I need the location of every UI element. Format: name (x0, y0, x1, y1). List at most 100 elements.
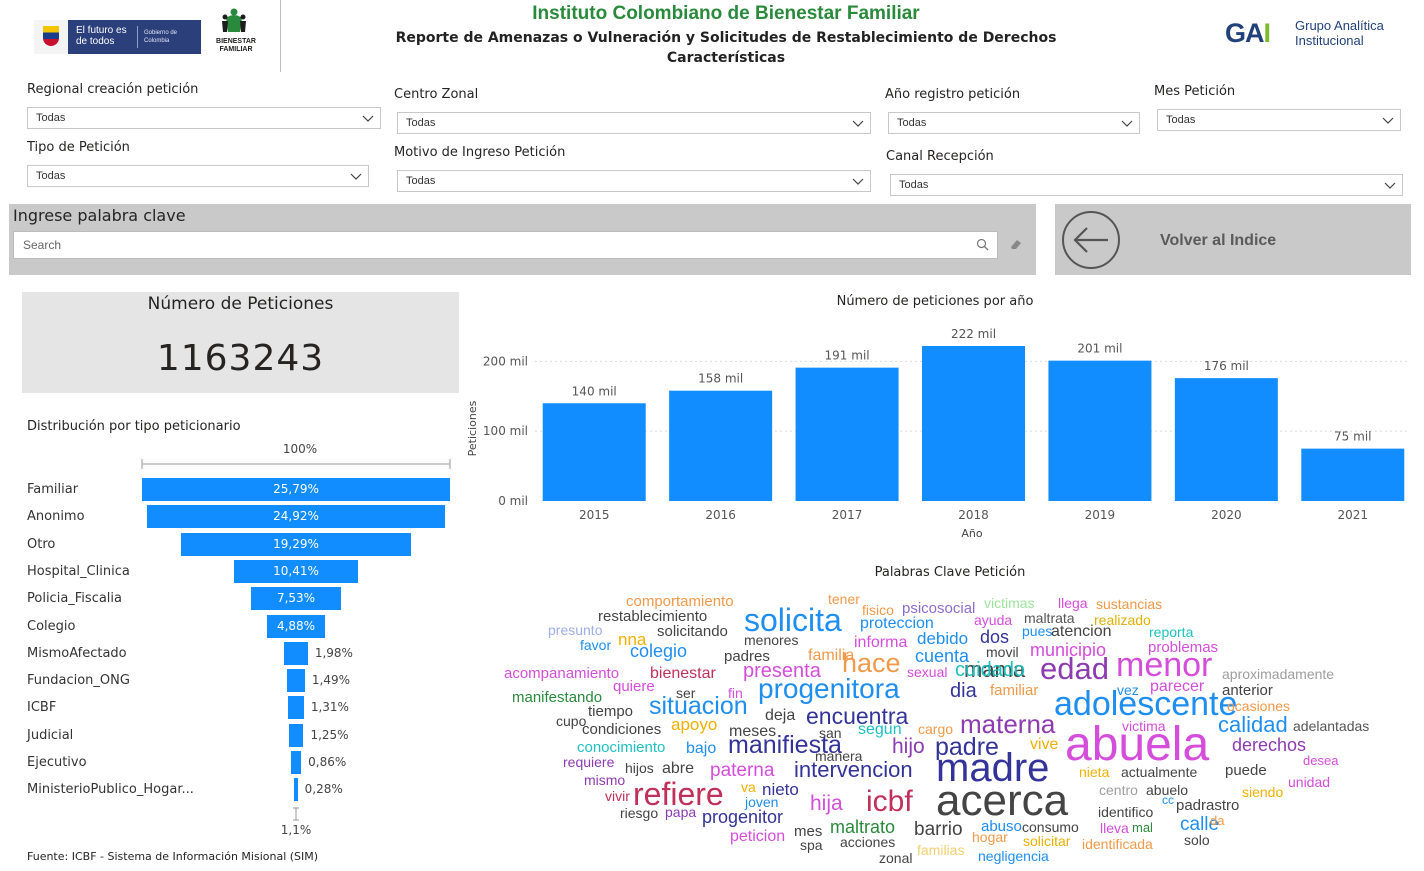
word-cloud-word[interactable]: madre (936, 746, 1050, 790)
word-cloud-word[interactable]: proteccion (860, 615, 934, 632)
mes-filter-dropdown[interactable]: Todas (1157, 109, 1401, 131)
word-cloud-word[interactable]: zonal (879, 850, 913, 866)
word-cloud-word[interactable]: san (819, 725, 842, 741)
word-cloud-word[interactable]: quiere (613, 678, 655, 695)
word-cloud-word[interactable]: deja (765, 707, 796, 724)
word-cloud-word[interactable]: fisico (862, 602, 894, 618)
word-cloud-word[interactable]: va (741, 779, 756, 795)
word-cloud-word[interactable]: progenitor (702, 807, 784, 827)
bar[interactable] (669, 390, 773, 501)
word-cloud-word[interactable]: spa (800, 837, 823, 853)
funnel-bar[interactable] (288, 723, 304, 747)
word-cloud-word[interactable]: nieto (762, 780, 799, 799)
word-cloud-word[interactable]: movil (986, 644, 1019, 660)
word-cloud-word[interactable]: bajo (686, 740, 717, 757)
word-cloud-word[interactable]: derechos (1232, 735, 1307, 755)
word-cloud-word[interactable]: acciones (840, 834, 896, 850)
word-cloud-word[interactable]: hace (842, 648, 901, 678)
word-cloud-word[interactable]: identifico (1098, 804, 1154, 820)
bar[interactable] (1048, 360, 1152, 501)
word-cloud-word[interactable]: presenta (743, 660, 821, 682)
word-cloud-word[interactable]: vivir (605, 788, 630, 804)
word-cloud-word[interactable]: atencion (1051, 623, 1112, 640)
word-cloud-word[interactable]: comportamiento (626, 593, 734, 610)
word-cloud-word[interactable]: solicita (744, 602, 842, 638)
bar[interactable] (1301, 448, 1405, 501)
back-arrow-icon[interactable] (1061, 210, 1121, 270)
word-cloud-word[interactable]: psicosocial (902, 600, 976, 617)
word-cloud-word[interactable]: ser (676, 685, 696, 701)
word-cloud-word[interactable]: peticion (730, 828, 786, 845)
word-cloud-word[interactable]: acompanamiento (504, 665, 620, 682)
canal-filter-dropdown[interactable]: Todas (890, 174, 1403, 196)
word-cloud-word[interactable]: anterior (1222, 682, 1273, 699)
bar[interactable] (542, 403, 646, 501)
word-cloud-word[interactable]: bienestar (650, 665, 716, 682)
word-cloud-word[interactable]: consumo (1022, 819, 1079, 835)
word-cloud-word[interactable]: siendo (1242, 784, 1284, 800)
word-cloud-word[interactable]: negligencia (978, 848, 1049, 864)
word-cloud-word[interactable]: dos (980, 627, 1010, 647)
tipo-filter-dropdown[interactable]: Todas (27, 165, 369, 187)
word-cloud-word[interactable]: cargo (918, 721, 954, 737)
word-cloud-word[interactable]: riesgo (620, 805, 659, 821)
word-cloud-word[interactable]: reporta (1149, 624, 1194, 640)
word-cloud-word[interactable]: condiciones (582, 721, 662, 738)
word-cloud-word[interactable]: victima (1122, 718, 1166, 734)
word-cloud-word[interactable]: calle (1180, 814, 1220, 835)
word-cloud-word[interactable]: cuenta (915, 646, 970, 666)
word-cloud-word[interactable]: progenitora (758, 673, 900, 704)
word-cloud-word[interactable]: hija (810, 792, 843, 815)
word-cloud-word[interactable]: padrastro (1176, 797, 1240, 814)
word-cloud-word[interactable]: colegio (630, 641, 688, 661)
back-to-index-label[interactable]: Volver al Indice (1160, 232, 1277, 249)
word-cloud-word[interactable]: tiempo (588, 703, 634, 720)
word-cloud-word[interactable]: maltrato (830, 817, 896, 837)
word-cloud-word[interactable]: dia (950, 680, 977, 702)
word-cloud-word[interactable]: meses (729, 723, 777, 740)
centro-zonal-filter-dropdown[interactable]: Todas (397, 112, 871, 134)
word-cloud-word[interactable]: tener (828, 591, 860, 607)
word-cloud-word[interactable]: maltrata (1024, 610, 1075, 626)
word-cloud-word[interactable]: centro (1099, 782, 1138, 798)
word-cloud-word[interactable]: mal (1132, 820, 1153, 835)
word-cloud-word[interactable]: situacion (649, 692, 748, 720)
word-cloud-word[interactable]: hijo (892, 735, 925, 758)
funnel-bar[interactable] (147, 505, 445, 529)
bar[interactable] (1174, 378, 1278, 501)
word-cloud-word[interactable]: abuela (1065, 718, 1210, 771)
word-cloud-word[interactable]: da (1210, 813, 1225, 828)
funnel-bar[interactable] (266, 614, 326, 638)
word-cloud-word[interactable]: solo (1184, 832, 1210, 848)
word-cloud-word[interactable]: mismo (584, 772, 626, 788)
word-cloud-word[interactable]: puede (1225, 762, 1267, 779)
word-cloud-word[interactable]: hijos (625, 760, 654, 776)
funnel-bar[interactable] (288, 696, 304, 720)
word-cloud-word[interactable]: apoyo (671, 715, 718, 734)
funnel-bar[interactable] (180, 532, 412, 556)
word-cloud-word[interactable]: hogar (972, 829, 1008, 845)
word-cloud-word[interactable]: identificada (1082, 836, 1153, 852)
word-cloud-word[interactable]: pues (1022, 623, 1053, 639)
motivo-filter-dropdown[interactable]: Todas (397, 170, 871, 192)
word-cloud-word[interactable]: fin (728, 685, 743, 701)
anio-filter-dropdown[interactable]: Todas (888, 112, 1140, 134)
bar[interactable] (795, 367, 899, 501)
word-cloud-word[interactable]: vive (1030, 736, 1059, 753)
word-cloud-word[interactable]: solicitar (1023, 833, 1071, 849)
word-cloud-word[interactable]: abuelo (1146, 782, 1189, 798)
funnel-bar[interactable] (142, 478, 450, 501)
word-cloud-word[interactable]: icbf (866, 785, 913, 818)
word-cloud-word[interactable]: abuso (981, 818, 1022, 835)
funnel-bar[interactable] (294, 778, 298, 802)
word-cloud-word[interactable]: solicitando (657, 623, 728, 640)
word-cloud-word[interactable]: ayuda (974, 612, 1013, 628)
word-cloud-word[interactable]: realizado (1094, 612, 1151, 628)
search-input[interactable] (14, 232, 954, 258)
word-cloud-word[interactable]: menor (1116, 646, 1213, 684)
word-cloud-word[interactable]: papa (665, 804, 697, 820)
word-cloud-word[interactable]: ocasiones (1227, 698, 1291, 714)
word-cloud-word[interactable]: padre (935, 733, 999, 761)
word-cloud-word[interactable]: familiar (990, 682, 1039, 699)
word-cloud-word[interactable]: vez (1117, 682, 1139, 698)
